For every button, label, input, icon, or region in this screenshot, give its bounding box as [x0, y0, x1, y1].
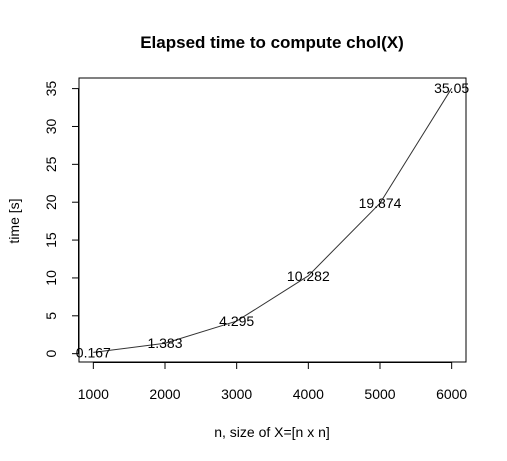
plot-frame [78, 77, 467, 363]
x-tick-label: 1000 [78, 386, 109, 402]
y-axis-label: time [s] [6, 198, 22, 243]
x-tick-label: 6000 [436, 386, 467, 402]
data-label: 10.282 [287, 268, 330, 284]
data-label: 1.383 [147, 335, 182, 351]
chart-title: Elapsed time to compute chol(X) [140, 33, 404, 52]
y-tick-label: 20 [43, 194, 59, 210]
y-axis: 0 5 10 15 20 25 30 35 [43, 81, 79, 358]
x-axis-label: n, size of X=[n x n] [214, 424, 330, 440]
y-tick-label: 0 [43, 350, 59, 358]
y-tick-label: 35 [43, 81, 59, 97]
y-tick-label: 5 [43, 312, 59, 320]
x-tick-label: 4000 [293, 386, 324, 402]
data-label: 19.874 [359, 195, 402, 211]
y-tick-label: 15 [43, 232, 59, 248]
x-axis: 1000 2000 3000 4000 5000 6000 [78, 362, 467, 402]
y-tick-label: 30 [43, 118, 59, 134]
y-tick-label: 10 [43, 270, 59, 286]
data-label: 0.167 [76, 344, 111, 360]
x-tick-label: 2000 [149, 386, 180, 402]
data-label: 4.295 [219, 313, 254, 329]
x-tick-label: 3000 [221, 386, 252, 402]
y-tick-label: 25 [43, 156, 59, 172]
data-labels: 0.167 1.383 4.295 10.282 19.874 35.05 [76, 80, 470, 360]
series-line [93, 87, 453, 353]
x-tick-label: 5000 [364, 386, 395, 402]
data-label: 35.05 [434, 80, 469, 96]
